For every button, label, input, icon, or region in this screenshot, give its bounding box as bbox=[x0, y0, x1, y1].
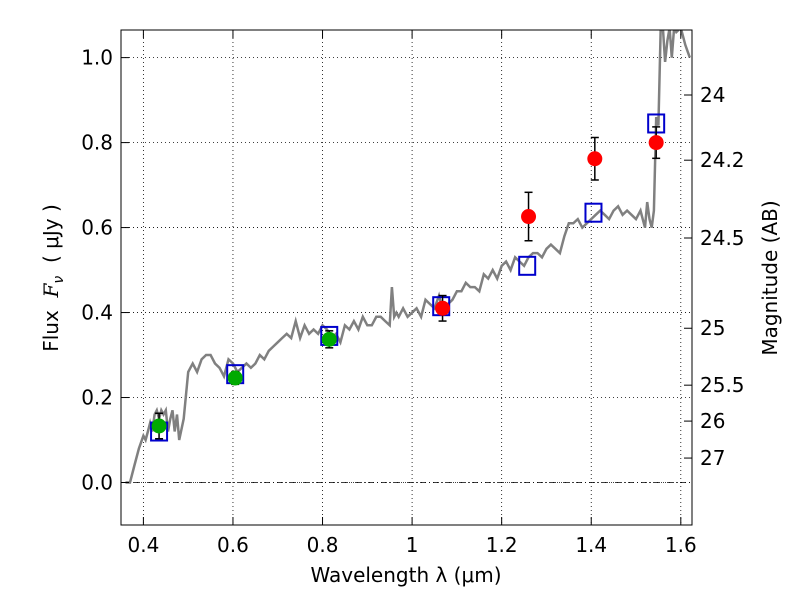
y-axis-label: Flux Fν ( μJy ) bbox=[39, 204, 67, 352]
nir-data-point bbox=[587, 151, 603, 167]
y-tick-label: 0.2 bbox=[81, 386, 113, 410]
y-tick-labels: 0.0 0.2 0.4 0.6 0.8 1.0 bbox=[81, 46, 113, 495]
x-tick-label: 0.6 bbox=[217, 533, 249, 557]
x-tick-label: 1.4 bbox=[575, 533, 607, 557]
x-tick-labels: 0.4 0.6 0.8 1 1.2 1.4 1.6 bbox=[127, 533, 696, 557]
x-tick-label: 1 bbox=[406, 533, 419, 557]
nir-data-point bbox=[435, 300, 451, 316]
magnitude-tick-label: 27 bbox=[700, 446, 725, 470]
nir-data-point bbox=[648, 135, 664, 151]
nir-data-point bbox=[521, 209, 537, 225]
y-tick-label: 1.0 bbox=[81, 46, 113, 70]
magnitude-axis-label: Magnitude (AB) bbox=[758, 200, 782, 355]
magnitude-tick-label: 24.5 bbox=[700, 226, 745, 250]
sed-model-line bbox=[125, 30, 691, 484]
model-photometry-square bbox=[518, 255, 537, 276]
y-tick-label: 0.6 bbox=[81, 216, 113, 240]
y-axis-label-symbol: F bbox=[39, 282, 63, 298]
model-photometry-square bbox=[584, 202, 603, 223]
x-tick-label: 1.2 bbox=[486, 533, 518, 557]
magnitude-tick-label: 24.2 bbox=[700, 148, 745, 172]
axis-ticks bbox=[121, 30, 692, 525]
y-tick-label: 0.0 bbox=[81, 471, 113, 495]
x-tick-label: 0.8 bbox=[307, 533, 339, 557]
optical-data-point bbox=[151, 418, 167, 434]
magnitude-tick-label: 25 bbox=[700, 316, 725, 340]
magnitude-tick-label: 24 bbox=[700, 83, 725, 107]
grid bbox=[121, 30, 692, 525]
y-axis-label-prefix: Flux bbox=[39, 297, 63, 351]
y-axis-label-units: ( μJy ) bbox=[39, 204, 63, 276]
y-tick-label: 0.4 bbox=[81, 301, 113, 325]
sed-model-series bbox=[125, 30, 691, 484]
x-tick-label: 1.6 bbox=[665, 533, 697, 557]
magnitude-tick-label: 25.5 bbox=[700, 373, 745, 397]
magnitude-tick-labels: 24 24.2 24.5 25 25.5 26 27 bbox=[700, 83, 745, 470]
x-axis-label: Wavelength λ (μm) bbox=[310, 563, 501, 587]
plot-frame bbox=[120, 29, 693, 526]
y-tick-label: 0.8 bbox=[81, 131, 113, 155]
optical-data-point bbox=[227, 370, 243, 386]
y-axis-label-subscript: ν bbox=[51, 276, 67, 284]
x-tick-label: 0.4 bbox=[127, 533, 159, 557]
optical-data-point bbox=[321, 331, 337, 347]
magnitude-tick-label: 26 bbox=[700, 409, 725, 433]
photometry-markers bbox=[150, 113, 666, 442]
